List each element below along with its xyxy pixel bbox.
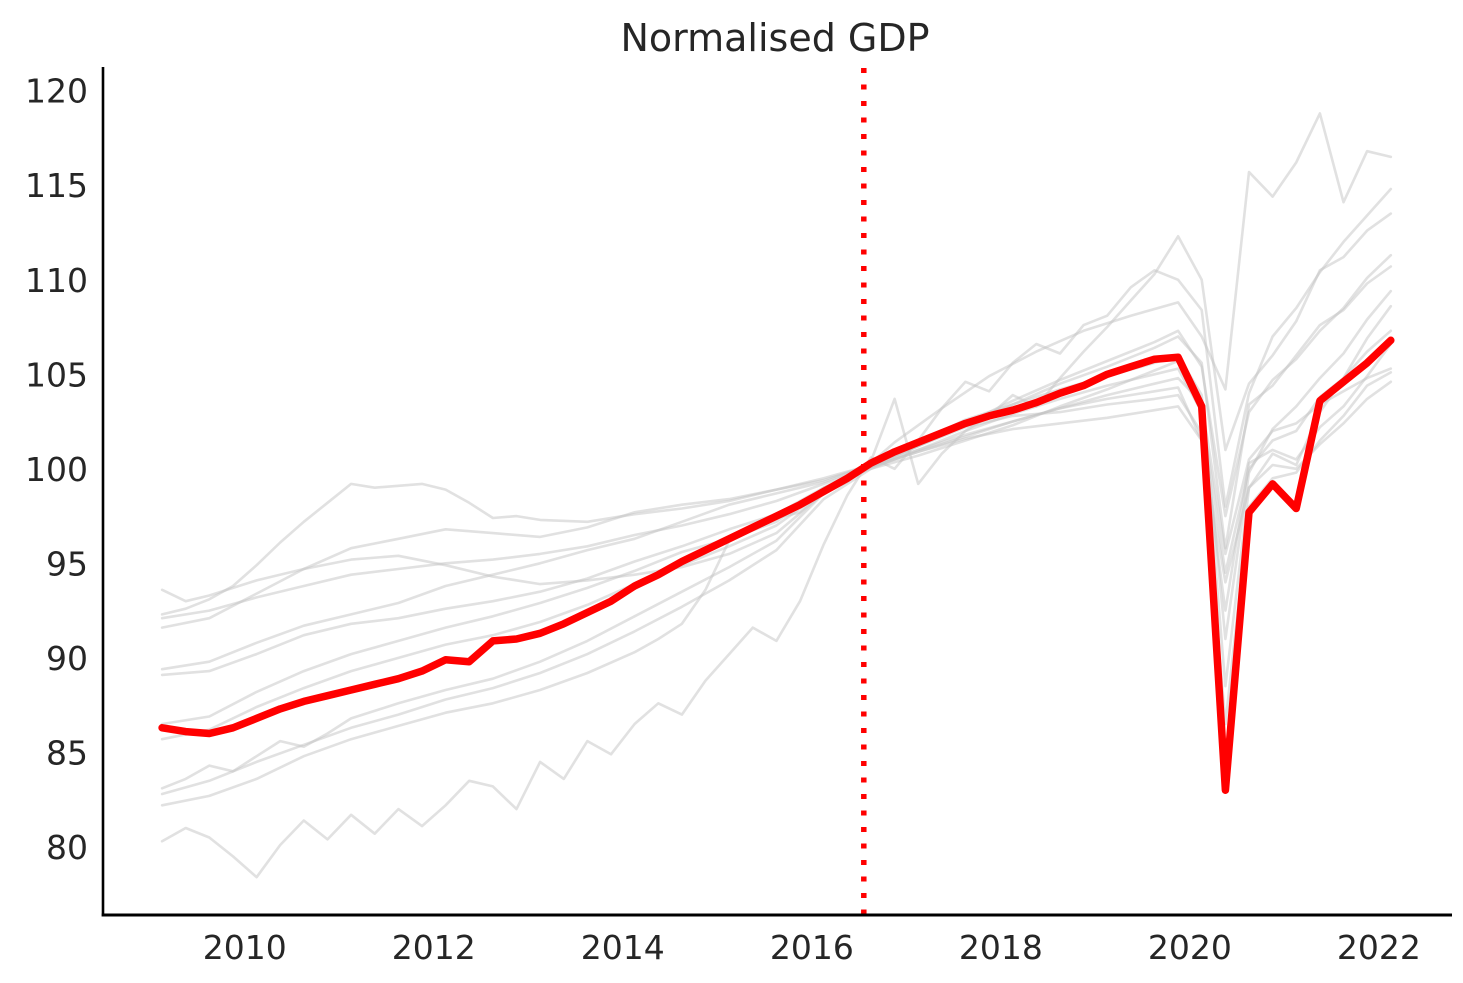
background-gdp-08-line — [160, 253, 1393, 741]
x-tick-label: 2022 — [1337, 928, 1421, 967]
y-tick-label: 80 — [46, 828, 88, 867]
y-tick-label: 120 — [25, 72, 88, 111]
y-tick-label: 105 — [25, 355, 88, 394]
x-tick-label: 2014 — [581, 928, 665, 967]
y-tick-label: 90 — [46, 639, 88, 678]
y-tick-label: 100 — [25, 450, 88, 489]
y-tick-label: 110 — [25, 261, 88, 300]
background-gdp-12-line — [160, 187, 1393, 879]
background-gdp-06-line — [160, 304, 1393, 688]
highlight-gdp-line — [158, 336, 1395, 794]
y-tick-label: 115 — [25, 166, 88, 205]
background-gdp-10-line — [160, 329, 1393, 796]
x-tick-label: 2010 — [203, 928, 287, 967]
background-gdp-09-line — [160, 212, 1393, 790]
x-tick-label: 2020 — [1148, 928, 1232, 967]
x-tick-label: 2012 — [392, 928, 476, 967]
x-tick-label: 2016 — [770, 928, 854, 967]
y-tick-label: 85 — [46, 733, 88, 772]
x-tick-label: 2018 — [959, 928, 1043, 967]
y-tick-label: 95 — [46, 544, 88, 583]
chart-title: Normalised GDP — [620, 16, 930, 60]
